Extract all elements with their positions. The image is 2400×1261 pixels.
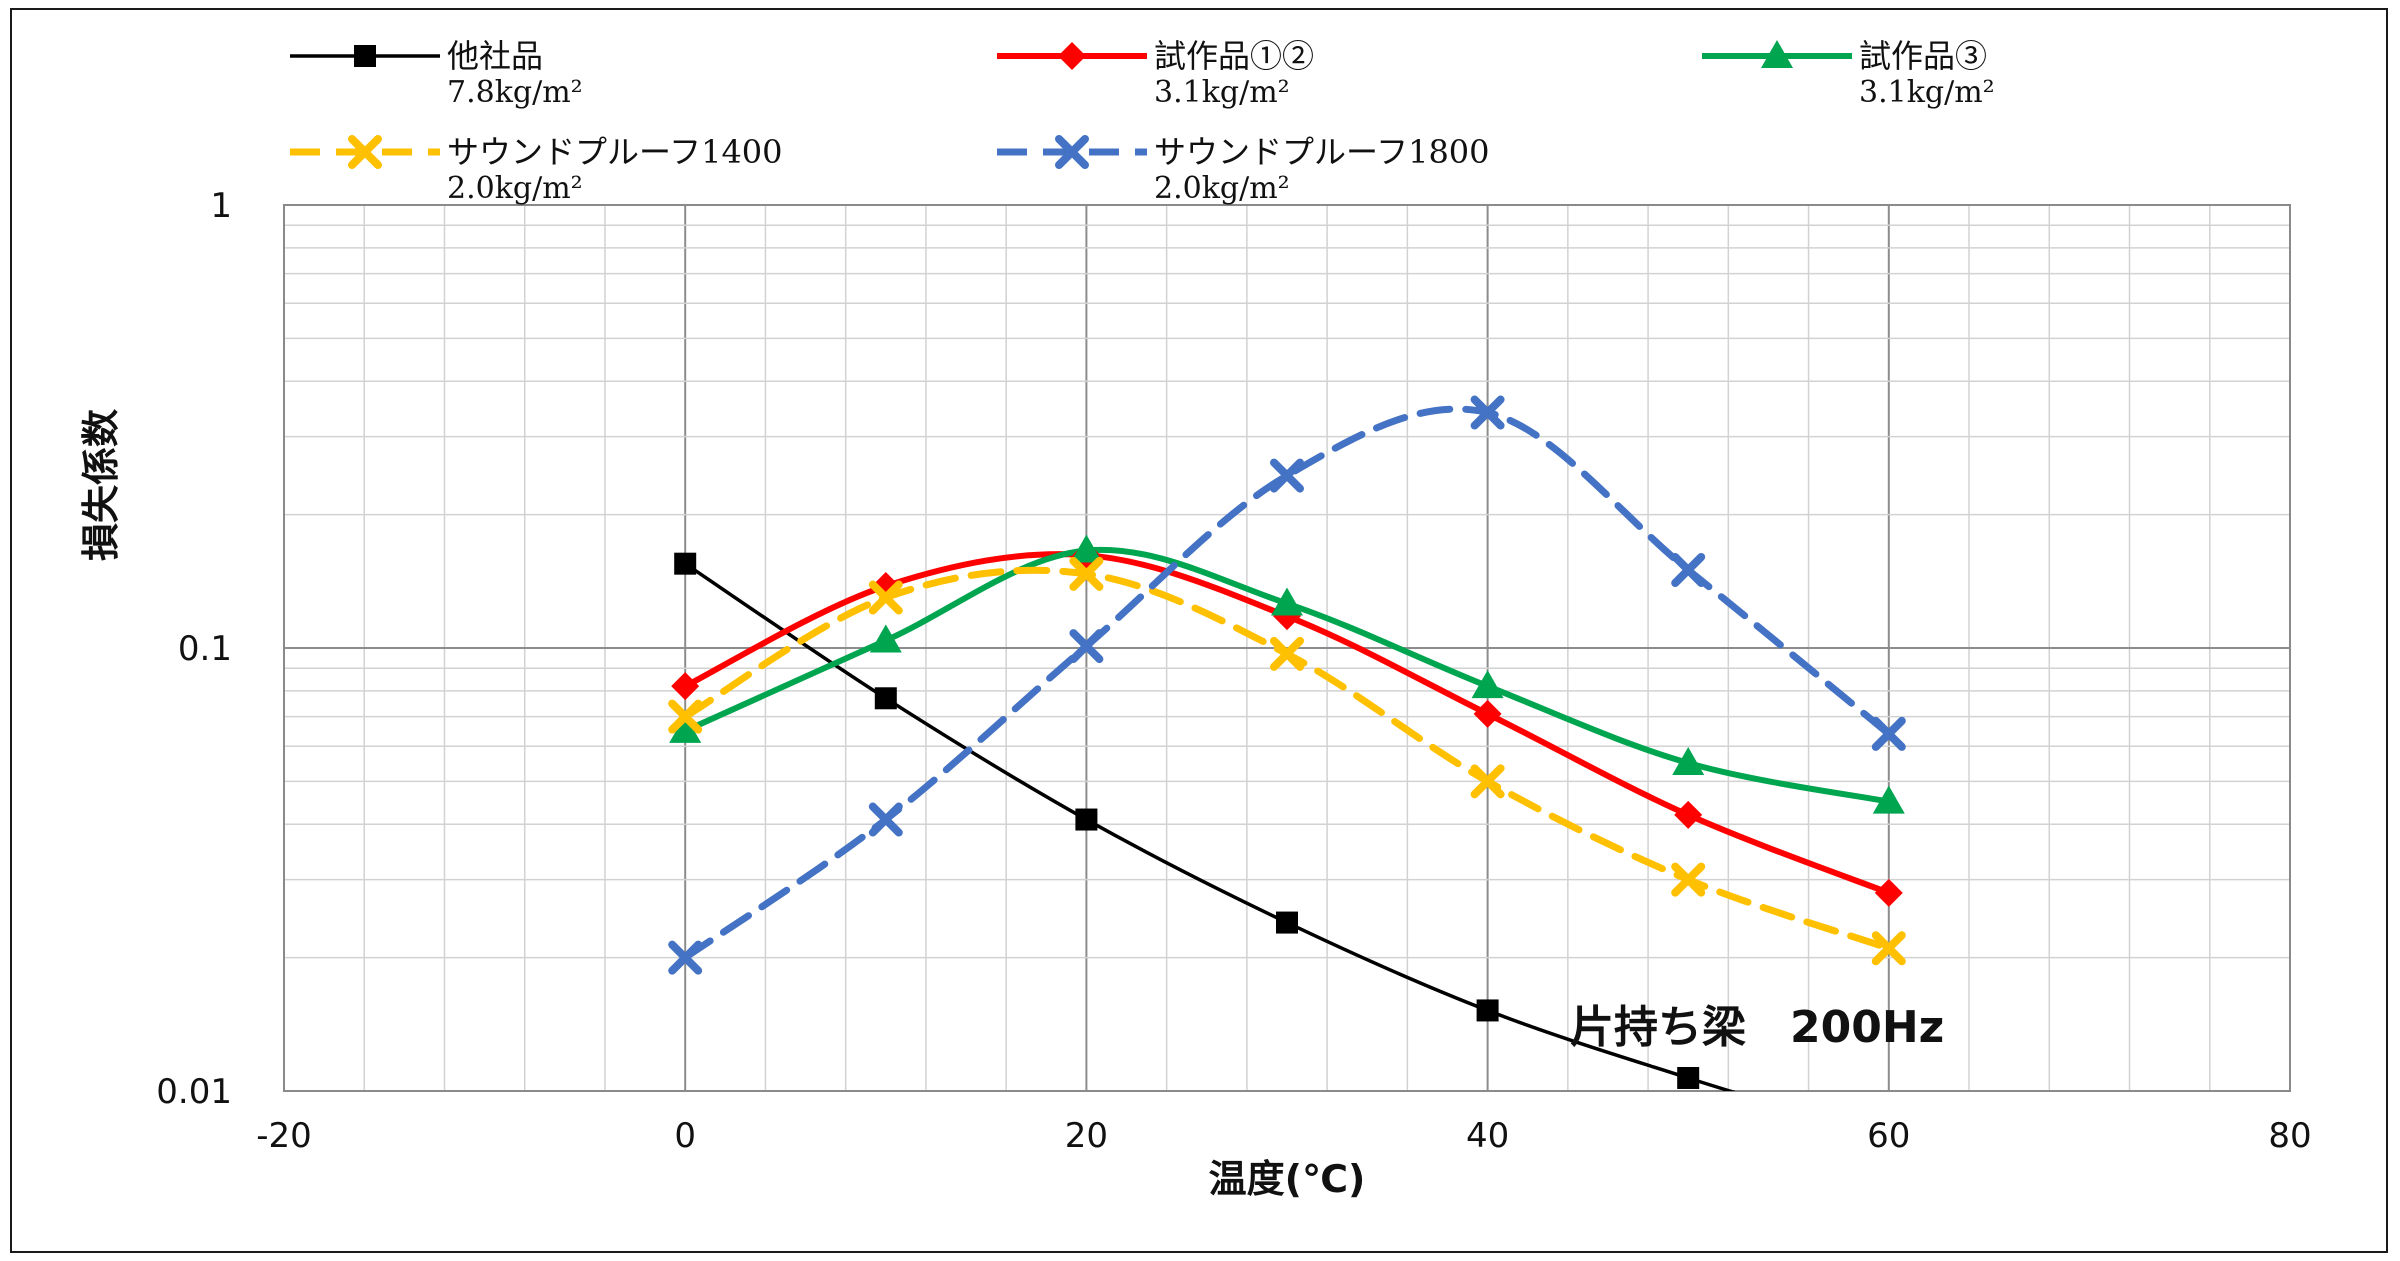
chart-frame: -20 0 20 40 60 80 1 0.1 0.01 他社品 7.8kg/m² 試作品①② 3.1… [10, 8, 2388, 1253]
marker-layer [668, 395, 1906, 1089]
legend-label: 試作品③ [1859, 37, 1987, 75]
x-tick-label: 20 [1065, 1116, 1108, 1156]
data-point-series-1 [1276, 911, 1298, 934]
data-point-series-1 [1677, 1066, 1700, 1089]
x-tick-label: -20 [256, 1116, 312, 1156]
tick-labels: -20 0 20 40 60 80 1 0.1 0.01 [156, 186, 2311, 1156]
legend-sublabel: 2.0kg/m² [1154, 171, 1290, 206]
y-tick-label: 0.1 [178, 629, 232, 669]
data-point-series-4 [1470, 764, 1505, 799]
data-point-series-4 [1270, 636, 1304, 671]
x-axis-title: 温度(℃) [1209, 1157, 1366, 1201]
data-point-series-4 [1671, 862, 1706, 897]
x-tick-label: 60 [1867, 1116, 1910, 1156]
data-point-series-4 [868, 580, 903, 615]
data-point-series-4 [1069, 556, 1104, 591]
data-point-series-5 [668, 940, 703, 975]
legend-swatch-marker [1055, 135, 1089, 169]
data-point-series-5 [1270, 458, 1304, 493]
legend-label: 試作品①② [1154, 37, 1314, 75]
legend-swatch-marker [354, 45, 376, 67]
data-point-series-1 [674, 552, 697, 575]
legend-swatch-marker [1058, 42, 1086, 70]
data-point-series-3 [1471, 670, 1504, 699]
data-point-series-2 [1473, 699, 1502, 728]
plot-border [283, 204, 2291, 1092]
data-point-series-3 [869, 624, 902, 653]
data-point-series-5 [1069, 629, 1104, 664]
legend-sublabel: 7.8kg/m² [447, 75, 583, 110]
y-tick-label: 0.01 [156, 1072, 232, 1112]
data-point-series-1 [874, 687, 897, 710]
grid [283, 204, 2291, 1092]
data-point-series-3 [1070, 534, 1103, 563]
y-tick-label: 1 [210, 186, 232, 226]
data-point-series-5 [1470, 395, 1505, 430]
legend-label: サウンドプルーフ1400 [447, 133, 783, 171]
data-point-series-3 [1271, 587, 1303, 616]
data-point-series-2 [1874, 878, 1903, 907]
data-point-series-1 [1476, 999, 1499, 1022]
legend-label: サウンドプルーフ1800 [1154, 133, 1490, 171]
data-point-series-5 [1671, 552, 1706, 587]
x-tick-label: 80 [2268, 1116, 2311, 1156]
data-point-series-3 [669, 714, 702, 743]
data-point-series-2 [671, 672, 700, 701]
data-point-series-5 [868, 802, 903, 837]
legend-sublabel: 3.1kg/m² [1859, 75, 1995, 110]
y-axis-title: 損失係数 [79, 409, 123, 561]
chart-annotation: 片持ち梁 200Hz [1570, 1002, 1944, 1053]
legend-sublabel: 2.0kg/m² [447, 171, 583, 206]
legend-swatch-marker [1761, 40, 1793, 68]
data-point-series-4 [668, 699, 703, 734]
data-point-series-4 [1871, 931, 1906, 966]
legend: 他社品7.8kg/m²試作品①②3.1kg/m²試作品③3.1kg/m²サウンド… [290, 37, 1995, 206]
data-point-series-3 [1872, 785, 1905, 814]
legend-label: 他社品 [447, 37, 543, 75]
x-tick-label: 40 [1466, 1116, 1509, 1156]
legend-sublabel: 3.1kg/m² [1154, 75, 1290, 110]
data-point-series-5 [1871, 716, 1906, 751]
data-point-series-1 [1075, 808, 1098, 831]
legend-swatch-marker [348, 135, 382, 169]
x-tick-label: 0 [674, 1116, 696, 1156]
data-point-series-2 [1674, 800, 1703, 829]
data-point-series-3 [1672, 747, 1705, 776]
